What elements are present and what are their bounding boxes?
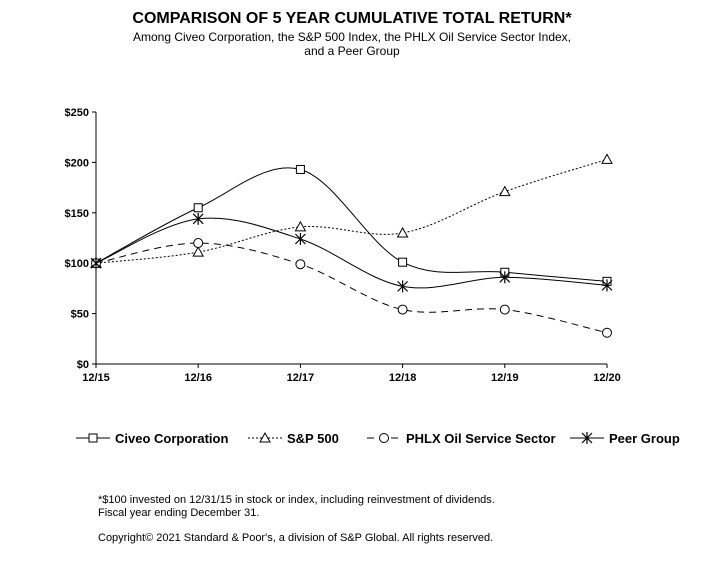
series-line-civeo-corporation xyxy=(95,167,608,282)
y-tick-label: $250 xyxy=(65,107,89,119)
data-point-civeo-corporation xyxy=(295,164,305,174)
chart-title: COMPARISON OF 5 YEAR CUMULATIVE TOTAL RE… xyxy=(132,10,572,27)
x-tick-label: 12/20 xyxy=(593,372,621,384)
data-point-s-p-500 xyxy=(294,220,307,232)
data-point-phlx-oil-service-sector xyxy=(397,304,408,315)
legend-marker xyxy=(581,432,593,444)
subtitle-line-1: Among Civeo Corporation, the S&P 500 Ind… xyxy=(132,30,571,44)
data-point-peer-group xyxy=(294,233,306,246)
y-tick-label: $200 xyxy=(65,157,89,169)
y-tick-label: $50 xyxy=(71,309,89,321)
series-line-peer-group xyxy=(95,217,608,289)
legend-marker xyxy=(88,433,98,443)
data-point-peer-group xyxy=(192,212,204,225)
legend-marker xyxy=(259,431,271,443)
data-point-s-p-500 xyxy=(192,246,205,257)
footnote-2: Fiscal year ending December 31. xyxy=(98,507,260,519)
data-point-peer-group xyxy=(397,280,409,293)
data-point-phlx-oil-service-sector xyxy=(602,327,612,338)
y-tick-label: $0 xyxy=(77,359,89,371)
data-point-s-p-500 xyxy=(601,153,613,164)
data-point-civeo-corporation xyxy=(398,257,408,267)
data-point-phlx-oil-service-sector xyxy=(193,238,204,249)
legend-item-s-p-500: S&P 500 xyxy=(248,431,339,446)
line-chart: $0 $50 $100 $150 $200 $250 12/15 12/16 12/17 12/1… xyxy=(65,107,680,446)
subtitle-line-2: and a Peer Group xyxy=(304,44,400,58)
data-point-phlx-oil-service-sector xyxy=(295,259,306,270)
series-line-phlx-oil-service-sector xyxy=(95,242,608,334)
x-tick-label: 12/16 xyxy=(184,372,212,384)
data-point-civeo-corporation xyxy=(193,203,203,213)
footnote-1: *$100 invested on 12/31/15 in stock or i… xyxy=(98,494,495,506)
y-tick-label: $150 xyxy=(65,208,89,220)
data-point-peer-group xyxy=(90,257,102,270)
data-point-peer-group xyxy=(601,279,613,292)
data-point-peer-group xyxy=(499,271,511,284)
legend-label: Civeo Corporation xyxy=(115,431,228,446)
legend-label: Peer Group xyxy=(609,431,680,446)
y-tick-label: $100 xyxy=(65,258,89,270)
series-line-s-p-500 xyxy=(95,158,608,264)
x-tick-label: 12/17 xyxy=(287,372,315,384)
legend-item-civeo-corporation: Civeo Corporation xyxy=(76,431,228,446)
data-point-s-p-500 xyxy=(498,185,511,197)
legend-item-phlx-oil-service-sector: PHLX Oil Service Sector xyxy=(367,431,556,446)
copyright-notice: Copyright© 2021 Standard & Poor's, a div… xyxy=(98,532,494,544)
data-point-phlx-oil-service-sector xyxy=(499,304,510,315)
legend-item-peer-group: Peer Group xyxy=(570,431,680,446)
legend-marker xyxy=(379,433,389,443)
legend-label: S&P 500 xyxy=(287,431,339,446)
legend-label: PHLX Oil Service Sector xyxy=(406,431,556,446)
x-tick-label: 12/19 xyxy=(491,372,519,384)
chart-subtitle: Among Civeo Corporation, the S&P 500 Ind… xyxy=(0,30,704,58)
x-tick-label: 12/15 xyxy=(82,372,110,384)
footnotes: *$100 invested on 12/31/15 in stock or i… xyxy=(98,494,495,520)
data-point-s-p-500 xyxy=(396,226,409,238)
x-tick-label: 12/18 xyxy=(389,372,417,384)
